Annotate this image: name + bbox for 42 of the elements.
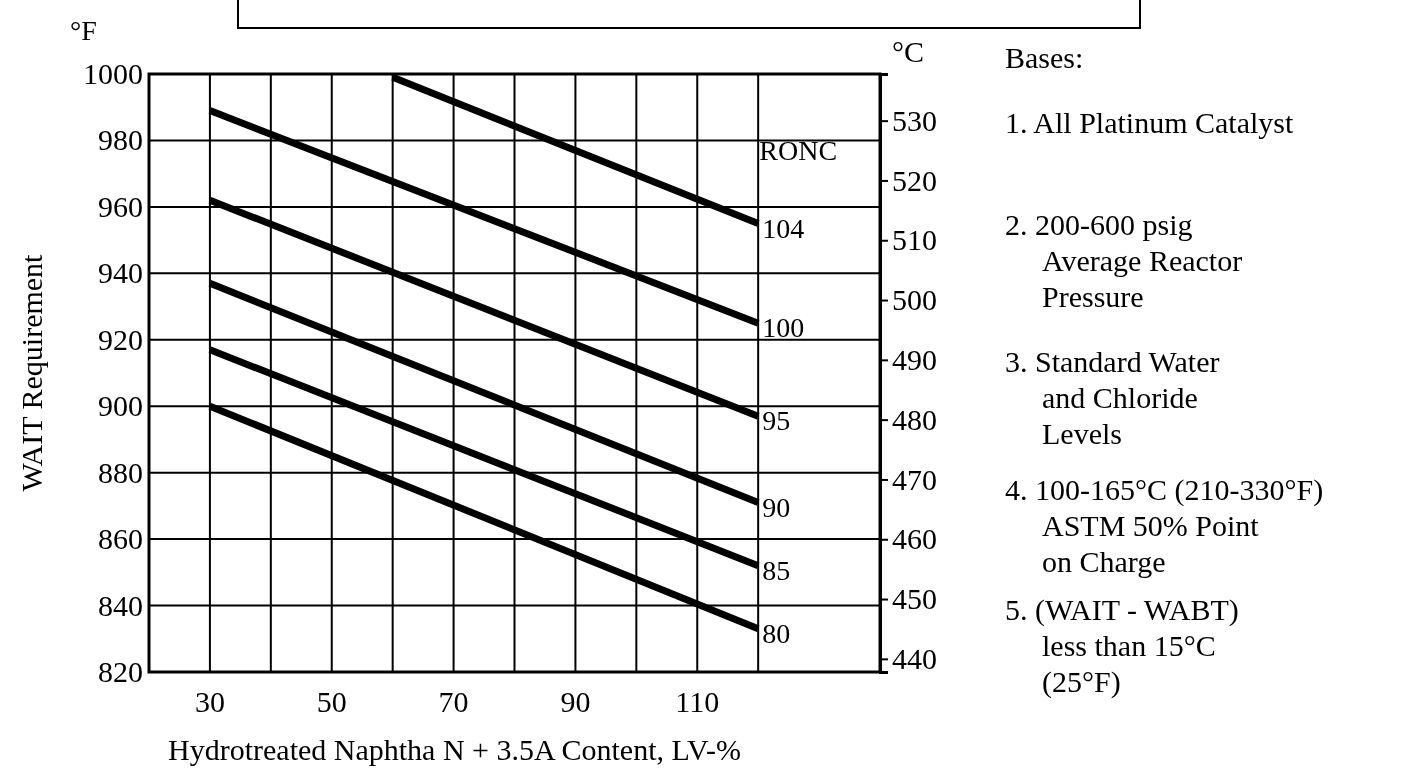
- series-label: 95: [762, 405, 791, 437]
- x-tick-label: 90: [560, 685, 591, 718]
- y2-tick-label: 500: [892, 283, 937, 317]
- y2-tick-label: 480: [892, 402, 937, 436]
- y-axis-title: WAIT Requirement: [15, 253, 48, 492]
- series-label: 100: [762, 312, 805, 344]
- text: 3. Standard Water and Chloride Levels: [1005, 345, 1220, 450]
- y2-tick-label: 470: [892, 462, 937, 496]
- y-tick-label: 920: [98, 322, 143, 356]
- x-tick-label: 50: [316, 685, 347, 718]
- x-tick-label: 110: [675, 685, 720, 718]
- series-label: 80: [762, 617, 791, 649]
- text: 2. 200-600 psig Average Reactor Pressure: [1005, 208, 1243, 313]
- y2-tick-label: 490: [892, 342, 937, 376]
- text: 1. All Platinum Catalyst: [1005, 106, 1294, 139]
- legend-title: RONC: [759, 134, 838, 166]
- y-tick-label: 960: [98, 189, 143, 223]
- y-tick-label: 840: [98, 588, 143, 622]
- x-tick-label: 70: [438, 685, 469, 718]
- y-tick-label: 980: [98, 123, 143, 157]
- text: 5. (WAIT - WABT) less than 15°C (25°F): [1005, 593, 1239, 699]
- y-tick-label: 880: [98, 455, 143, 489]
- y2-tick-label: 450: [892, 582, 937, 616]
- y-tick-label: 900: [98, 389, 143, 423]
- x-tick-label: 30: [194, 685, 225, 718]
- y-tick-label: 820: [98, 655, 143, 688]
- series-label: 104: [762, 212, 805, 244]
- series-label: 85: [762, 554, 791, 586]
- y-tick-label: 940: [98, 256, 143, 290]
- y2-tick-label: 530: [892, 103, 937, 137]
- y-tick-label: 1000: [83, 57, 143, 90]
- text: 4. 100-165°C (210-330°F) ASTM 50% Point on Charge: [1005, 473, 1324, 578]
- y2-tick-label: 510: [892, 223, 937, 257]
- y2-tick-label: 520: [892, 163, 937, 197]
- y-tick-label: 860: [98, 522, 143, 556]
- y2-tick-label: 440: [892, 641, 937, 675]
- y2-axis-title: °C: [892, 35, 925, 68]
- text: Bases:: [1005, 41, 1084, 74]
- text: °F: [70, 15, 97, 46]
- series-label: 90: [762, 491, 791, 523]
- y2-tick-label: 460: [892, 522, 937, 556]
- x-axis-title: Hydrotreated Naphtha N + 3.5A Content, LV-%: [168, 733, 741, 766]
